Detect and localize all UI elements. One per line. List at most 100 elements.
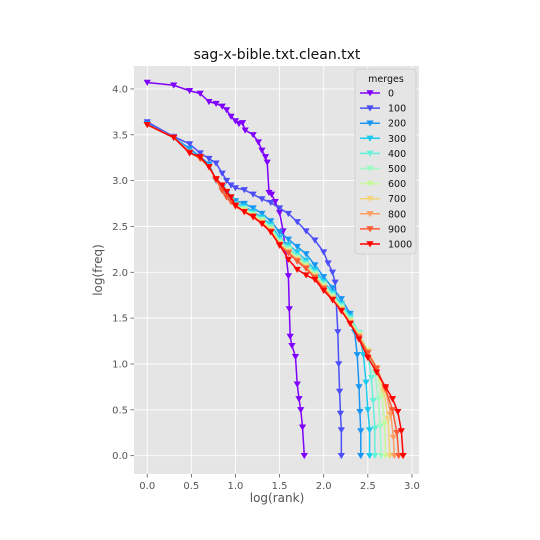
data-point bbox=[223, 188, 231, 196]
data-point bbox=[249, 205, 257, 212]
data-point bbox=[258, 196, 266, 203]
data-point bbox=[336, 410, 345, 417]
data-point bbox=[196, 150, 204, 157]
legend-marker bbox=[366, 165, 374, 172]
data-point bbox=[275, 209, 284, 217]
data-point bbox=[388, 396, 397, 403]
x-axis-label: log(rank) bbox=[250, 491, 305, 505]
legend-label: 700 bbox=[388, 194, 406, 205]
series-100 bbox=[143, 119, 345, 460]
data-point bbox=[320, 274, 328, 281]
data-point bbox=[268, 191, 276, 198]
x-axis-ticks: 0.0 0.5 1.0 1.5 2.0 2.5 3.0 bbox=[139, 474, 420, 492]
legend-item: 300 bbox=[360, 134, 406, 145]
data-point bbox=[241, 127, 249, 134]
data-point bbox=[311, 262, 319, 269]
data-point bbox=[371, 425, 379, 432]
data-point bbox=[302, 272, 310, 279]
data-point bbox=[337, 308, 345, 315]
legend-marker bbox=[366, 211, 374, 218]
data-point bbox=[381, 384, 390, 391]
data-point bbox=[320, 249, 328, 256]
data-point bbox=[328, 285, 337, 292]
legend-marker bbox=[366, 90, 374, 97]
data-point bbox=[337, 296, 345, 303]
data-point bbox=[364, 350, 372, 357]
legend-item: 800 bbox=[360, 209, 406, 220]
data-point bbox=[355, 384, 363, 391]
data-point bbox=[298, 424, 307, 431]
data-point bbox=[293, 249, 301, 256]
data-point bbox=[357, 428, 365, 435]
data-point bbox=[238, 120, 247, 127]
data-point bbox=[170, 82, 178, 89]
data-point bbox=[335, 361, 343, 368]
y-tick-label: 1.0 bbox=[112, 359, 128, 370]
data-point bbox=[267, 199, 275, 207]
legend-item: 700 bbox=[360, 194, 406, 205]
data-point bbox=[205, 164, 213, 171]
data-point bbox=[227, 113, 235, 120]
data-point bbox=[286, 333, 294, 340]
data-point bbox=[284, 210, 293, 218]
data-point bbox=[373, 369, 381, 376]
data-point bbox=[293, 219, 301, 226]
y-tick-label: 0.0 bbox=[112, 451, 128, 462]
data-point bbox=[388, 407, 397, 414]
data-point bbox=[258, 147, 266, 154]
legend-box bbox=[354, 68, 417, 255]
data-point bbox=[267, 218, 275, 225]
data-point bbox=[364, 407, 372, 414]
legend-item: 200 bbox=[360, 119, 406, 130]
data-point bbox=[261, 154, 270, 161]
legend-marker bbox=[366, 135, 374, 142]
data-point bbox=[240, 187, 248, 194]
data-point bbox=[212, 176, 220, 183]
data-point bbox=[365, 427, 374, 434]
data-point bbox=[293, 243, 301, 251]
legend-item: 400 bbox=[360, 149, 406, 160]
legend-label: 0 bbox=[388, 89, 394, 100]
data-point bbox=[185, 88, 194, 95]
data-point bbox=[254, 139, 263, 146]
data-point bbox=[337, 452, 345, 460]
data-point bbox=[328, 297, 337, 304]
y-axis-ticks: 0.0 0.5 1.0 1.5 2.0 2.5 3.0 3.5 4.0 bbox=[112, 84, 134, 462]
x-tick-label: 1.0 bbox=[228, 481, 244, 492]
legend-item: 500 bbox=[360, 164, 406, 175]
legend-marker bbox=[366, 105, 374, 112]
series-1000 bbox=[143, 121, 407, 460]
data-point bbox=[311, 276, 319, 284]
data-point bbox=[374, 396, 383, 403]
legend: merges 0 100 200 300 400 500 600 700 800 900 1000 bbox=[354, 68, 417, 255]
legend-label: 900 bbox=[388, 224, 406, 235]
legend-label: 500 bbox=[388, 164, 406, 175]
y-tick-label: 4.0 bbox=[112, 84, 128, 95]
data-point bbox=[293, 266, 301, 273]
data-point bbox=[328, 269, 337, 276]
data-point bbox=[196, 90, 204, 97]
data-point bbox=[185, 141, 194, 148]
data-point bbox=[212, 160, 220, 167]
data-point bbox=[394, 408, 402, 416]
data-point bbox=[284, 250, 293, 257]
data-point bbox=[267, 229, 275, 236]
y-tick-label: 3.5 bbox=[112, 130, 128, 141]
data-point bbox=[218, 170, 226, 177]
data-point bbox=[288, 342, 296, 350]
legend-marker bbox=[366, 120, 374, 127]
x-tick-label: 3.0 bbox=[404, 481, 420, 492]
y-tick-label: 2.0 bbox=[112, 268, 128, 279]
y-tick-label: 2.5 bbox=[112, 222, 128, 233]
data-point bbox=[337, 427, 345, 434]
chart-title: sag-x-bible.txt.clean.txt bbox=[194, 47, 361, 63]
data-point bbox=[285, 306, 293, 313]
data-point bbox=[196, 154, 204, 161]
legend-item: 0 bbox=[360, 89, 394, 100]
legend-label: 800 bbox=[388, 209, 406, 220]
data-point bbox=[364, 354, 372, 361]
data-point bbox=[367, 375, 375, 382]
legend-item: 900 bbox=[360, 224, 406, 235]
data-point bbox=[205, 99, 213, 106]
